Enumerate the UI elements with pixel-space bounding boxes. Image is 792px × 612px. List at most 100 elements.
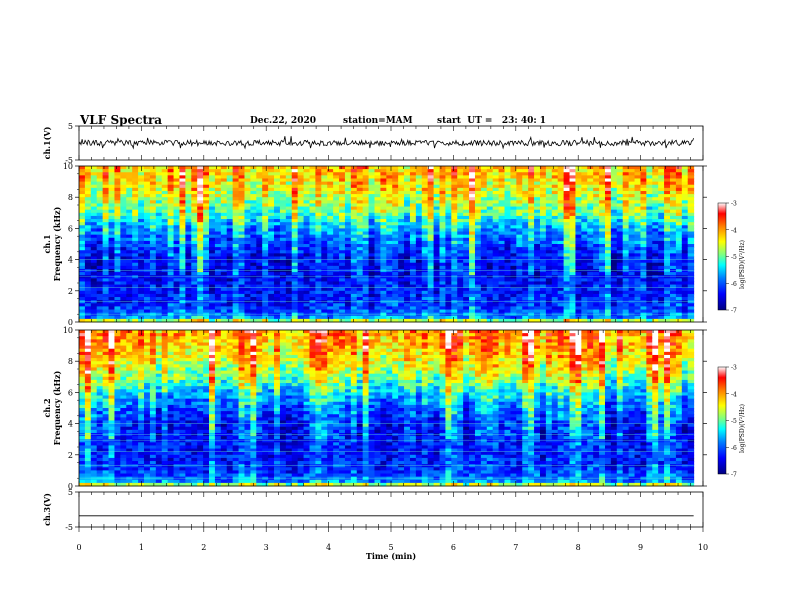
spectrogram-cell bbox=[297, 166, 305, 170]
spectrogram-cell bbox=[268, 262, 275, 267]
spectrogram-cell bbox=[262, 175, 269, 179]
spectrogram-cell bbox=[144, 237, 151, 242]
spectrogram-cell bbox=[474, 228, 482, 233]
spectrogram-cell bbox=[539, 197, 547, 201]
spectrogram-cell bbox=[469, 178, 476, 183]
spectrogram-cell bbox=[179, 240, 186, 245]
spectrogram-cell bbox=[303, 231, 310, 236]
spectrogram-cell bbox=[510, 272, 517, 276]
spectrogram-cell bbox=[84, 212, 92, 217]
spectrogram-cell bbox=[563, 222, 571, 226]
spectrogram-cell bbox=[593, 237, 600, 242]
spectrogram-cell bbox=[220, 178, 228, 183]
spectrogram-cell bbox=[256, 306, 263, 311]
spectrogram-cell bbox=[439, 278, 446, 282]
spectrogram-cell bbox=[250, 228, 257, 233]
spectrogram-cell bbox=[539, 318, 547, 323]
spectrogram-cell bbox=[664, 244, 671, 248]
spectrogram-cell bbox=[84, 200, 92, 204]
spectrogram-cell bbox=[616, 215, 624, 220]
spectrogram-cell bbox=[480, 172, 488, 176]
spectrogram-cell bbox=[185, 281, 192, 286]
spectrogram-cell bbox=[557, 175, 565, 179]
spectrogram-cell bbox=[179, 175, 186, 179]
spectrogram-cell bbox=[610, 318, 618, 323]
spectrogram-cell bbox=[274, 290, 281, 295]
spectrogram-cell bbox=[209, 231, 216, 236]
spectrogram-cell bbox=[469, 200, 476, 204]
spectrogram-cell bbox=[356, 287, 364, 292]
spectrogram-cell bbox=[185, 172, 192, 176]
spectrogram-cell bbox=[132, 209, 139, 214]
spectrogram-cell bbox=[380, 259, 387, 264]
spectrogram-cell bbox=[616, 237, 624, 242]
spectrogram-cell bbox=[640, 253, 647, 257]
spectrogram-cell bbox=[79, 172, 86, 176]
spectrogram-cell bbox=[457, 250, 464, 254]
spectrogram-cell bbox=[362, 172, 370, 176]
spectrogram-cell bbox=[469, 272, 476, 276]
spectrogram-cell bbox=[203, 318, 210, 323]
spectrogram-cell bbox=[102, 247, 110, 251]
spectrogram-cell bbox=[616, 259, 624, 264]
spectrogram-cell bbox=[587, 190, 594, 195]
spectrogram-cell bbox=[492, 228, 500, 233]
spectrogram-cell bbox=[368, 250, 375, 254]
spectrogram-cell bbox=[433, 247, 441, 251]
spectrogram-cell bbox=[398, 187, 405, 192]
spectrogram-cell bbox=[652, 203, 659, 208]
spectrogram-cell bbox=[386, 234, 393, 239]
spectrogram-cell bbox=[262, 315, 269, 320]
spectrogram-cell bbox=[374, 253, 381, 257]
spectrogram-cell bbox=[445, 318, 452, 323]
spectrogram-cell bbox=[197, 284, 204, 289]
spectrogram-cell bbox=[368, 272, 375, 276]
spectrogram-cell bbox=[587, 306, 594, 311]
spectrogram-cell bbox=[628, 175, 636, 179]
spectrogram-cell bbox=[439, 181, 446, 186]
spectrogram-cell bbox=[427, 197, 435, 201]
spectrogram-cell bbox=[551, 309, 559, 314]
spectrogram-cell bbox=[214, 206, 222, 211]
spectrogram-cell bbox=[392, 178, 399, 183]
spectrogram-cell bbox=[504, 172, 511, 176]
spectrogram-cell bbox=[285, 284, 293, 289]
spectrogram-cell bbox=[634, 240, 641, 245]
spectrogram-cell bbox=[463, 225, 470, 229]
spectrogram-cell bbox=[575, 225, 582, 229]
spectrogram-cell bbox=[173, 315, 180, 320]
spectrogram-cell bbox=[197, 212, 204, 217]
spectrogram-cell bbox=[356, 256, 364, 261]
spectrogram-cell bbox=[516, 278, 523, 282]
spectrogram-cell bbox=[522, 272, 529, 276]
spectrogram-cell bbox=[646, 253, 653, 257]
spectrogram-cell bbox=[457, 190, 464, 195]
spectrogram-cell bbox=[256, 318, 263, 323]
spectrogram-cell bbox=[398, 184, 405, 189]
spectrogram-cell bbox=[297, 234, 305, 239]
spectrogram-cell bbox=[79, 253, 86, 257]
spectrogram-cell bbox=[610, 219, 618, 223]
spectrogram-cell bbox=[486, 228, 494, 233]
spectrogram-cell bbox=[155, 178, 163, 183]
spectrogram-cell bbox=[415, 181, 423, 186]
spectrogram-cell bbox=[132, 166, 139, 170]
spectrogram-cell bbox=[392, 293, 399, 298]
spectrogram-cell bbox=[297, 178, 305, 183]
spectrogram-cell bbox=[551, 203, 559, 208]
spectrogram-cell bbox=[250, 293, 257, 298]
spectrogram-cell bbox=[256, 234, 263, 239]
spectrogram-cell bbox=[646, 259, 653, 264]
spectrogram-cell bbox=[539, 231, 547, 236]
spectrogram-cell bbox=[226, 259, 234, 264]
spectrogram-cell bbox=[664, 190, 671, 195]
spectrogram-cell bbox=[155, 287, 163, 292]
spectrogram-cell bbox=[368, 244, 375, 248]
spectrogram-cell bbox=[557, 240, 565, 245]
spectrogram-cell bbox=[108, 200, 115, 204]
spectrogram-cell bbox=[404, 247, 411, 251]
spectrogram-cell bbox=[634, 169, 641, 173]
spectrogram-cell bbox=[114, 240, 121, 245]
spectrogram-cell bbox=[421, 175, 429, 179]
spectrogram-cell bbox=[386, 240, 393, 245]
